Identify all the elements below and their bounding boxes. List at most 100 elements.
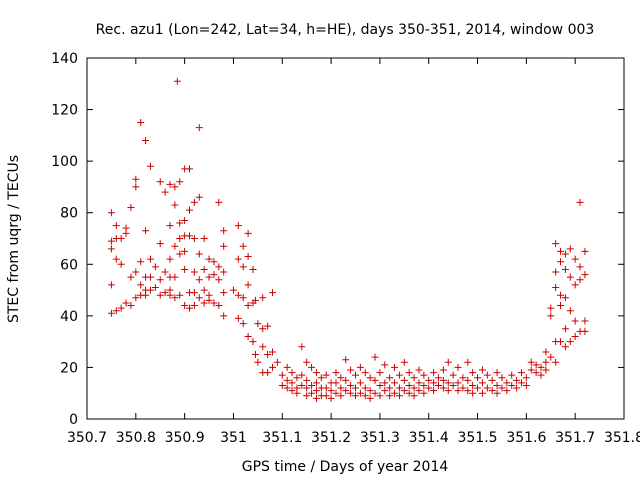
data-point xyxy=(288,387,296,395)
data-point xyxy=(444,387,452,395)
data-point xyxy=(449,381,457,389)
data-point xyxy=(146,273,154,281)
data-point xyxy=(547,312,555,320)
data-point xyxy=(420,371,428,379)
data-point xyxy=(303,392,311,400)
data-point xyxy=(244,281,252,289)
data-point xyxy=(117,304,125,312)
data-point xyxy=(176,235,184,242)
data-point xyxy=(112,307,120,315)
data-point xyxy=(400,376,408,384)
data-point xyxy=(251,296,259,304)
data-point xyxy=(352,371,359,379)
data-point xyxy=(322,384,330,392)
data-point xyxy=(220,242,228,250)
data-point xyxy=(581,327,589,335)
data-point xyxy=(454,363,462,371)
data-point xyxy=(542,348,550,356)
data-point xyxy=(376,392,384,400)
data-point xyxy=(444,379,452,387)
data-point xyxy=(371,389,379,397)
data-point xyxy=(254,320,262,328)
data-point xyxy=(410,392,418,400)
data-point xyxy=(356,363,364,371)
data-point xyxy=(571,317,579,325)
y-tick-label: 40 xyxy=(60,309,78,325)
data-point xyxy=(571,281,579,289)
data-point xyxy=(249,265,257,273)
data-point xyxy=(288,369,296,377)
data-point xyxy=(425,384,433,392)
data-point xyxy=(146,255,154,263)
data-point xyxy=(181,302,189,310)
data-point xyxy=(352,384,359,392)
data-point xyxy=(498,374,506,382)
data-point xyxy=(356,379,364,387)
data-point xyxy=(513,376,521,384)
data-point xyxy=(171,242,179,250)
data-point xyxy=(142,227,150,235)
data-point xyxy=(132,175,140,183)
data-point xyxy=(176,291,184,299)
data-point xyxy=(415,366,423,374)
data-point xyxy=(503,387,511,395)
data-point xyxy=(107,245,115,253)
data-point xyxy=(312,379,320,387)
data-point xyxy=(581,271,589,279)
data-point xyxy=(337,384,345,392)
data-point xyxy=(254,358,262,366)
data-point xyxy=(410,384,418,392)
data-point xyxy=(137,118,145,126)
data-point xyxy=(566,338,574,346)
data-point xyxy=(493,389,501,397)
data-point xyxy=(244,332,252,340)
data-point xyxy=(220,312,228,320)
data-point xyxy=(547,353,555,361)
data-point xyxy=(410,374,418,382)
data-point xyxy=(269,363,277,371)
x-tick-label: 351.3 xyxy=(360,430,400,446)
data-point xyxy=(112,222,120,230)
data-point xyxy=(298,371,306,379)
data-point xyxy=(327,394,335,402)
data-point xyxy=(173,77,181,85)
x-tick-label: 351.5 xyxy=(457,430,497,446)
data-point xyxy=(469,389,477,397)
data-point xyxy=(517,379,525,387)
data-point xyxy=(342,376,350,384)
data-point xyxy=(264,351,272,359)
data-point xyxy=(239,242,247,250)
data-point xyxy=(493,369,501,377)
data-point xyxy=(151,283,159,291)
data-point xyxy=(376,369,384,377)
data-point xyxy=(293,374,301,382)
data-point xyxy=(107,237,115,245)
data-point xyxy=(395,384,403,392)
data-point xyxy=(146,286,154,294)
data-point xyxy=(391,379,399,387)
data-point xyxy=(220,289,228,297)
data-point xyxy=(283,384,291,392)
y-tick-label: 60 xyxy=(60,257,78,273)
data-point xyxy=(317,374,325,382)
data-point xyxy=(400,387,408,395)
data-point xyxy=(337,392,345,400)
data-point xyxy=(117,260,125,268)
data-point xyxy=(376,381,384,389)
data-point xyxy=(361,392,369,400)
data-point xyxy=(576,276,584,284)
x-tick-label: 351.4 xyxy=(409,430,449,446)
data-point xyxy=(322,392,330,400)
data-point xyxy=(347,381,355,389)
data-point xyxy=(430,379,438,387)
data-point xyxy=(430,369,438,377)
data-point xyxy=(186,304,194,312)
data-point xyxy=(327,387,335,395)
data-point xyxy=(195,294,203,302)
data-point xyxy=(527,366,535,374)
data-point xyxy=(361,384,369,392)
data-point xyxy=(361,369,369,377)
data-point xyxy=(127,204,135,212)
data-point xyxy=(522,374,530,382)
